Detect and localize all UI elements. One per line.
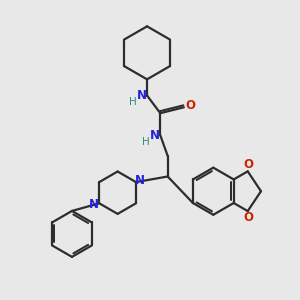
Text: H: H bbox=[142, 137, 150, 147]
Text: O: O bbox=[243, 158, 253, 171]
Text: N: N bbox=[150, 129, 160, 142]
Text: O: O bbox=[185, 99, 195, 112]
Text: O: O bbox=[243, 211, 253, 224]
Text: N: N bbox=[89, 198, 99, 211]
Text: H: H bbox=[129, 97, 137, 107]
Text: N: N bbox=[134, 174, 145, 187]
Text: N: N bbox=[137, 89, 147, 102]
